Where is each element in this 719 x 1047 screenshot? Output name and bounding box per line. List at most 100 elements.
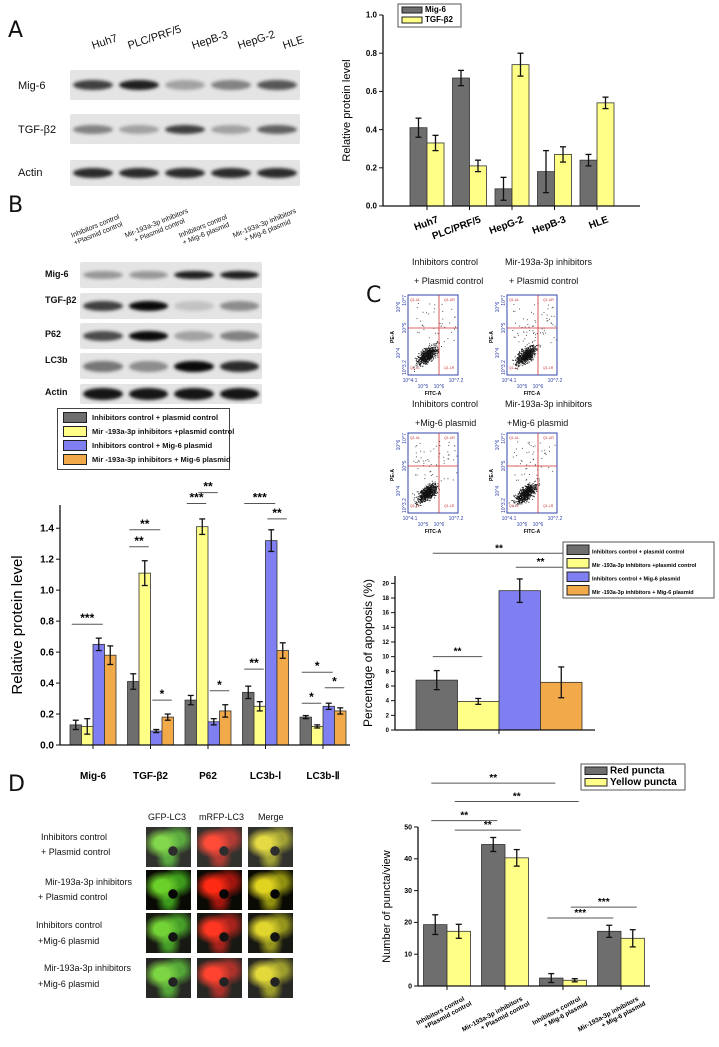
flow-event bbox=[426, 356, 428, 357]
significance-label: ** bbox=[495, 543, 503, 554]
flow-event bbox=[531, 354, 533, 356]
flow-event bbox=[424, 494, 426, 496]
flow-event bbox=[418, 499, 420, 501]
flow-event bbox=[533, 350, 535, 352]
flow-event bbox=[429, 351, 431, 353]
flow-event bbox=[421, 498, 423, 500]
x-category-label-line: Mig-6 bbox=[80, 771, 107, 782]
flow-event bbox=[526, 494, 528, 496]
flow-event bbox=[531, 346, 533, 347]
flow-event bbox=[533, 347, 535, 349]
flow-event bbox=[424, 352, 426, 354]
flow-event bbox=[527, 351, 529, 353]
flow-event bbox=[527, 356, 528, 358]
flow-event bbox=[518, 358, 520, 360]
flow-event bbox=[527, 497, 529, 499]
flow-event bbox=[426, 490, 428, 492]
flow-event bbox=[534, 350, 536, 352]
flow-event bbox=[521, 353, 523, 355]
flow-event bbox=[525, 468, 527, 470]
flow-event bbox=[517, 364, 519, 366]
flow-y-tick-label: 10^4 bbox=[495, 347, 501, 358]
flow-event bbox=[515, 364, 517, 366]
flow-event bbox=[430, 351, 432, 353]
flow-event bbox=[422, 354, 424, 356]
flow-event bbox=[428, 353, 430, 355]
flow-event bbox=[418, 356, 420, 358]
flow-event bbox=[434, 485, 436, 487]
flow-event bbox=[432, 355, 434, 357]
flow-event bbox=[532, 488, 534, 490]
flow-event bbox=[525, 355, 526, 357]
flow-event bbox=[515, 365, 517, 367]
flow-event bbox=[527, 355, 529, 357]
flow-event bbox=[527, 492, 529, 493]
flow-event bbox=[423, 353, 424, 355]
flow-event bbox=[424, 357, 426, 359]
flow-event bbox=[427, 489, 429, 491]
flow-event bbox=[529, 496, 531, 498]
flow-event bbox=[423, 360, 425, 362]
flow-event bbox=[529, 354, 531, 356]
flow-event bbox=[425, 493, 427, 494]
flow-event bbox=[427, 350, 429, 352]
flow-event bbox=[424, 355, 426, 357]
flow-event bbox=[525, 493, 526, 495]
flow-event bbox=[528, 349, 530, 351]
flow-event bbox=[430, 357, 432, 359]
flow-event bbox=[520, 499, 522, 501]
flow-event bbox=[527, 497, 529, 499]
flow-event bbox=[423, 351, 425, 353]
flow-event bbox=[519, 495, 521, 497]
flow-event bbox=[521, 361, 523, 363]
flow-event bbox=[424, 501, 426, 503]
flow-event bbox=[523, 490, 524, 492]
flow-event bbox=[424, 494, 426, 496]
flow-event bbox=[429, 490, 431, 492]
flow-event bbox=[422, 499, 424, 501]
flow-event bbox=[427, 491, 429, 492]
flow-event bbox=[421, 491, 423, 493]
flow-event bbox=[522, 501, 524, 502]
flow-event bbox=[424, 351, 426, 352]
flow-event bbox=[522, 494, 524, 496]
flow-event bbox=[433, 351, 435, 353]
flow-event bbox=[523, 500, 525, 502]
flow-event bbox=[526, 494, 528, 496]
flow-event bbox=[516, 356, 518, 358]
flow-event bbox=[420, 490, 422, 492]
flow-event bbox=[450, 331, 452, 333]
flow-event bbox=[526, 350, 528, 352]
flow-event bbox=[426, 487, 428, 489]
flow-event bbox=[528, 494, 530, 495]
flow-y-tick-label: 10^3.2 bbox=[402, 498, 408, 513]
flow-event bbox=[534, 465, 536, 467]
flow-event bbox=[432, 350, 434, 352]
flow-event bbox=[427, 489, 429, 491]
significance-label: * bbox=[217, 678, 222, 692]
flow-event bbox=[429, 354, 431, 356]
flow-event bbox=[518, 362, 520, 364]
flow-event bbox=[423, 356, 425, 358]
flow-event bbox=[520, 357, 522, 359]
flow-event bbox=[422, 353, 424, 355]
flow-event bbox=[425, 363, 426, 365]
flow-event bbox=[432, 492, 434, 494]
flow-event bbox=[422, 490, 424, 492]
flow-event bbox=[532, 345, 534, 347]
flow-event bbox=[429, 354, 431, 356]
flow-event bbox=[425, 357, 427, 359]
flow-event bbox=[424, 355, 426, 357]
flow-event bbox=[425, 490, 426, 492]
flow-event bbox=[530, 351, 532, 353]
flow-event bbox=[531, 359, 533, 361]
flow-event bbox=[427, 356, 429, 358]
flow-event bbox=[525, 357, 527, 359]
flow-event bbox=[527, 357, 529, 359]
flow-event bbox=[421, 495, 422, 497]
flow-event bbox=[521, 497, 523, 499]
flow-event bbox=[520, 459, 522, 461]
flow-event bbox=[427, 498, 429, 500]
flow-event bbox=[430, 489, 432, 490]
flow-event bbox=[430, 349, 432, 351]
